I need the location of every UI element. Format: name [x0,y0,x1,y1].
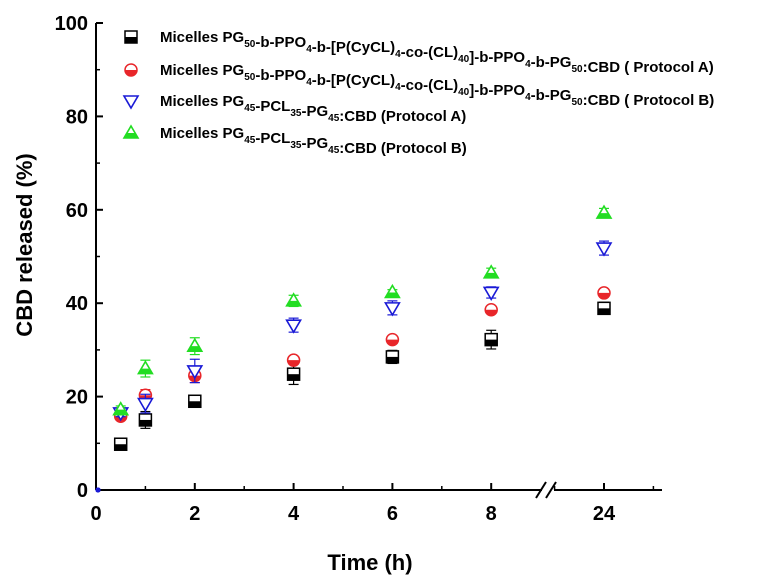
legend-label: Micelles PG50-b-PPO4-b-[P(CyCL)4-co-(CL)… [160,62,714,109]
y-tick-label: 20 [66,387,88,409]
legend: Micelles PG50-b-PPO4-b-[P(CyCL)4-co-(CL)… [122,29,714,157]
data-point [482,286,500,302]
legend-label: Micelles PG45-PCL35-PG45:CBD (Protocol B… [160,125,467,157]
data-point-fill [114,444,127,451]
legend-marker [122,95,140,110]
data-point-fill [287,360,300,367]
x-tick-label: 0 [90,503,101,525]
axis-break-mark [535,481,547,499]
data-point-fill [188,401,201,408]
data-point-fill [385,292,400,298]
data-point [137,397,154,413]
axis-break-mark [545,481,557,499]
y-tick-label: 40 [66,293,88,315]
x-tick-label: 4 [288,503,300,525]
series-2 [95,286,611,493]
x-tick-label: 2 [189,503,200,525]
data-point [285,319,302,334]
legend-label: Micelles PG45-PCL35-PG45:CBD (Protocol A… [160,93,466,125]
data-point-fill [187,346,202,352]
data-point-fill [386,339,399,346]
series-1 [95,301,611,493]
data-point-fill [597,213,611,219]
series-3 [95,240,613,493]
data-point-fill [138,368,153,374]
x-tick-label: 24 [593,503,616,525]
legend-marker-fill [124,133,138,138]
y-tick-label: 80 [66,106,88,128]
legend-item-4: Micelles PG45-PCL35-PG45:CBD (Protocol B… [122,124,467,157]
y-tick-label: 60 [66,200,88,222]
y-tick-label: 0 [77,480,88,502]
data-point-fill [485,339,498,346]
data-point [384,302,401,317]
x-tick-label: 6 [387,503,398,525]
y-tick-label: 100 [55,13,88,35]
legend-marker-fill [125,70,137,76]
data-point-fill [286,300,301,306]
y-axis-title: CBD released (%) [12,153,37,336]
data-point-fill [598,308,610,315]
data-point [186,365,204,380]
legend-item-2: Micelles PG50-b-PPO4-b-[P(CyCL)4-co-(CL)… [124,62,714,109]
legend-marker-fill [125,37,137,43]
legend-label: Micelles PG50-b-PPO4-b-[P(CyCL)4-co-(CL)… [160,29,714,76]
x-tick-label: 8 [486,503,497,525]
data-point-fill [386,356,399,363]
data-point [595,242,613,257]
data-point-fill [139,419,152,426]
data-point-fill [485,309,498,316]
x-axis-title: Time (h) [327,550,412,575]
data-point-fill [484,272,499,278]
data-point-fill [287,374,300,381]
data-point-origin [95,487,101,493]
data-point-fill [598,292,610,299]
legend-item-3: Micelles PG45-PCL35-PG45:CBD (Protocol A… [122,93,466,125]
data-point-fill [113,409,128,415]
series-4 [95,204,613,493]
legend-item-1: Micelles PG50-b-PPO4-b-[P(CyCL)4-co-(CL)… [124,29,714,76]
data-series [95,204,613,493]
